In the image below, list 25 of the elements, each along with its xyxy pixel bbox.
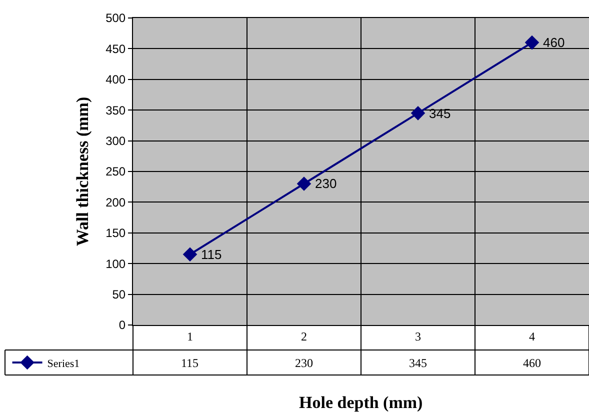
y-tick-label: 400: [106, 72, 126, 87]
y-tick-label: 200: [106, 195, 126, 210]
text: 460: [523, 356, 541, 370]
y-tick-label: 0: [118, 318, 126, 332]
x-tick-label: 3: [415, 329, 421, 344]
x-tick-label: 2: [301, 329, 307, 344]
y-tick-label: 50: [112, 288, 126, 302]
data-label: 115: [201, 247, 222, 262]
text: 345: [409, 356, 427, 370]
y-tick-label: 100: [106, 256, 126, 271]
y-tick-label: 500: [106, 11, 126, 26]
legend-label: Series1: [47, 358, 80, 370]
data-label: 230: [315, 176, 337, 191]
y-tick-label: 300: [106, 134, 126, 148]
x-tick-label: 4: [529, 329, 535, 344]
y-tick-label: 250: [106, 164, 126, 179]
text: 230: [295, 356, 313, 370]
data-label: 460: [543, 35, 565, 50]
x-tick-label: 1: [187, 329, 193, 344]
x-axis-title: Hole depth (mm): [299, 393, 423, 412]
y-tick-label: 150: [106, 226, 126, 240]
y-axis-title: Wall thickness (mm): [73, 96, 92, 246]
text: 115: [181, 356, 199, 370]
y-tick-label: 450: [106, 42, 126, 56]
y-tick-label: 350: [106, 103, 126, 118]
